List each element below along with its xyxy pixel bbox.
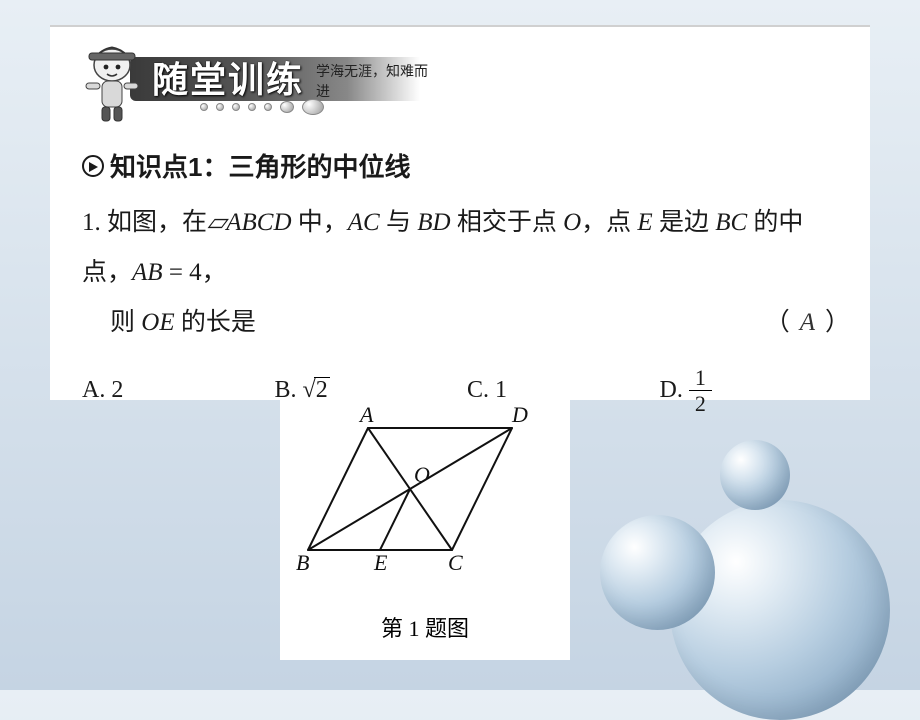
- banner-dots: [200, 99, 324, 115]
- label-O: O: [414, 462, 430, 487]
- option-a-label: A.: [82, 377, 105, 404]
- sphere-decoration: [720, 440, 790, 510]
- banner-title: 随堂训练: [152, 51, 304, 103]
- sphere-decoration: [670, 500, 890, 720]
- question-stem-2: 则 OE 的长是: [82, 298, 256, 348]
- question-card: 随堂训练 学海无涯，知难而进 知识点1：三角形的中位线 1. 如图，在▱ABCD…: [50, 25, 870, 400]
- dot-icon: [264, 103, 272, 111]
- option-d-num: 1: [689, 366, 712, 390]
- dot-icon: [302, 99, 324, 115]
- answer-blank: （A）: [765, 298, 852, 348]
- question-stem-1: 如图，在▱ABCD 中，AC 与 BD 相交于点 O，点 E 是边 BC 的中点…: [82, 209, 803, 286]
- knowledge-point-heading: 知识点1：三角形的中位线: [82, 147, 852, 184]
- label-A: A: [358, 402, 374, 427]
- option-d-value: 1 2: [689, 366, 712, 415]
- option-d-label: D.: [660, 377, 683, 404]
- knowledge-point-text: 知识点1：三角形的中位线: [110, 147, 410, 184]
- question-text: 1. 如图，在▱ABCD 中，AC 与 BD 相交于点 O，点 E 是边 BC …: [82, 198, 852, 348]
- question-line1: 1. 如图，在▱ABCD 中，AC 与 BD 相交于点 O，点 E 是边 BC …: [82, 198, 852, 298]
- sphere-decoration: [600, 515, 715, 630]
- dot-icon: [248, 103, 256, 111]
- option-b-radicand: 2: [314, 377, 330, 402]
- banner-subtitle: 学海无涯，知难而进: [316, 61, 440, 101]
- answer-letter: A: [792, 309, 825, 336]
- question-number: 1.: [82, 209, 101, 236]
- figure-caption: 第 1 题图: [280, 611, 570, 643]
- dot-icon: [280, 101, 294, 113]
- option-a-value: 2: [111, 377, 123, 404]
- question-line2: 则 OE 的长是 （A）: [82, 298, 852, 348]
- label-C: C: [448, 550, 463, 575]
- figure-svg: A D B C E O: [280, 400, 570, 600]
- arrow-circle-icon: [82, 155, 104, 177]
- label-B: B: [296, 550, 309, 575]
- dot-icon: [232, 103, 240, 111]
- figure-card: A D B C E O 第 1 题图: [280, 400, 570, 660]
- dot-icon: [216, 103, 224, 111]
- mascot-icon: [74, 33, 150, 125]
- label-D: D: [511, 402, 528, 427]
- content-area: 知识点1：三角形的中位线 1. 如图，在▱ABCD 中，AC 与 BD 相交于点…: [82, 147, 852, 415]
- label-E: E: [373, 550, 388, 575]
- banner: 随堂训练 学海无涯，知难而进: [70, 33, 440, 118]
- option-d: D. 1 2: [660, 366, 853, 415]
- dot-icon: [200, 103, 208, 111]
- option-a: A. 2: [82, 377, 275, 404]
- option-d-den: 2: [689, 390, 712, 415]
